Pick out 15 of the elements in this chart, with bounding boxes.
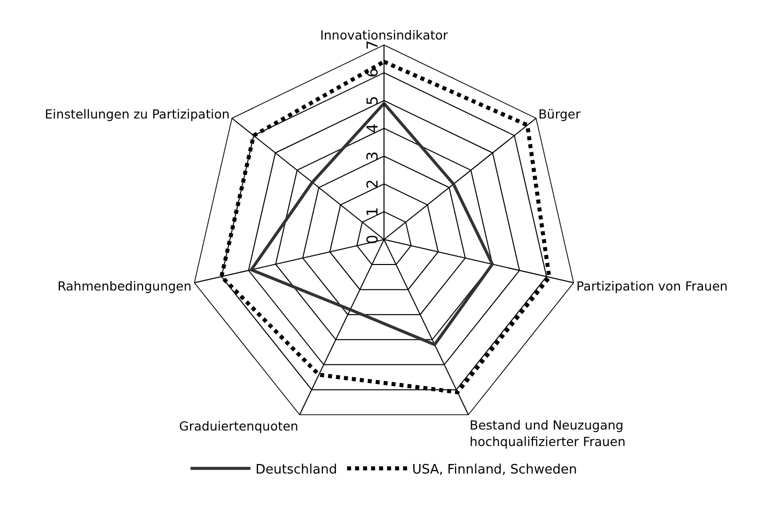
spoke-label: Rahmenbedingungen <box>57 278 192 294</box>
spoke-label: Einstellungen zu Partizipation <box>44 106 230 122</box>
y-tick-label: 7 <box>364 40 382 50</box>
legend-label: Deutschland <box>256 462 338 478</box>
spoke-label: Bürger <box>538 106 582 122</box>
y-tick-label: 2 <box>364 179 382 189</box>
y-tick-label: 3 <box>364 151 382 161</box>
y-tick-label: 4 <box>364 124 382 134</box>
spoke-label: Graduiertenquoten <box>179 418 298 434</box>
y-tick-label: 5 <box>364 96 382 106</box>
spoke-label: Bestand und Neuzugang hochqualifizierter Frauen <box>470 418 626 449</box>
spoke-label: Innovationsindikator <box>320 28 449 43</box>
spoke-label: Partizipation von Frauen <box>576 278 728 294</box>
y-tick-label: 1 <box>364 206 382 216</box>
legend-label: USA, Finnland, Schweden <box>412 462 577 478</box>
